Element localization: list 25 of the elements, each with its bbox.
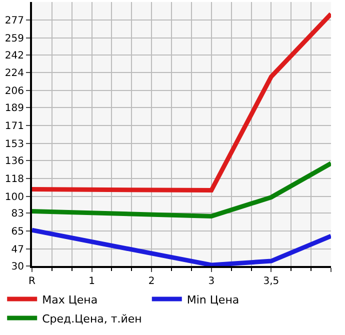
y-tick-label: 259 <box>4 33 24 44</box>
y-tick-label: 118 <box>4 174 24 185</box>
y-tick-label: 100 <box>4 192 24 203</box>
y-tick-label: 242 <box>4 50 24 62</box>
legend-label: Max Цена <box>42 293 98 306</box>
x-tick-label: 3,5 <box>263 276 280 287</box>
y-tick-label: 277 <box>4 15 24 26</box>
y-tick-label: 47 <box>11 244 24 256</box>
legend-label: Min Цена <box>186 293 240 306</box>
y-tick-label: 30 <box>11 262 24 272</box>
y-tick-label: 65 <box>11 226 24 238</box>
y-tick-label: 224 <box>4 68 24 80</box>
line-series <box>32 161 331 218</box>
y-tick-label: 153 <box>4 138 24 150</box>
x-tick-label: R <box>28 276 36 287</box>
legend-label: Сред.Цена, т.йен <box>42 312 142 326</box>
x-tick-label: 1 <box>88 276 95 287</box>
y-tick-label: 136 <box>4 156 24 167</box>
y-tick-label: 83 <box>11 208 24 220</box>
y-tick-label: 189 <box>4 103 24 114</box>
y-tick-label: 206 <box>4 86 24 98</box>
x-tick-label: 3 <box>208 276 215 287</box>
line-series <box>32 12 331 193</box>
x-tick-label: 2 <box>148 276 155 287</box>
y-tick-label: 171 <box>4 121 24 132</box>
